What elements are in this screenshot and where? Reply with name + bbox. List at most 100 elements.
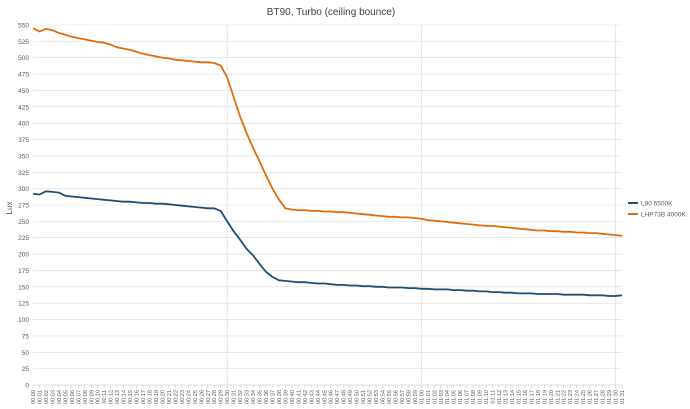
y-tick-label: 250: [18, 219, 29, 226]
y-tick-label: 175: [18, 268, 29, 275]
x-tick-label: 01:02: [432, 390, 438, 404]
x-tick-label: 00:02: [44, 390, 50, 404]
x-tick-label: 01:15: [516, 390, 522, 404]
y-tick-label: 525: [18, 39, 29, 46]
y-axis-label: Lux: [5, 202, 14, 215]
y-tick-label: 200: [18, 252, 29, 259]
y-tick-label: 425: [18, 104, 29, 111]
x-tick-label: 00:28: [212, 390, 218, 404]
x-tick-label: 01:21: [555, 390, 561, 404]
x-tick-label: 01:06: [458, 390, 464, 404]
x-tick-label: 00:55: [387, 390, 393, 404]
y-tick-label: 300: [18, 186, 29, 193]
x-tick-label: 01:11: [491, 390, 497, 404]
x-tick-label: 01:28: [601, 390, 607, 404]
x-tick-label: 00:29: [219, 390, 225, 404]
y-tick-label: 350: [18, 153, 29, 160]
x-tick-label: 00:48: [342, 390, 348, 404]
x-axis-ticks: 00:00 00:01 00:02 00:03 00:04 00:05 00:06 00:07…: [31, 385, 626, 404]
y-tick-label: 400: [18, 121, 29, 128]
x-tick-label: 00:53: [374, 390, 380, 404]
x-tick-label: 01:09: [478, 390, 484, 404]
x-tick-label: 01:03: [439, 390, 445, 404]
x-tick-label: 01:16: [523, 390, 529, 404]
x-tick-label: 00:42: [303, 390, 309, 404]
x-tick-label: 00:46: [329, 390, 335, 404]
series-line-2: [32, 27, 623, 237]
y-tick-label: 0: [25, 383, 29, 390]
gridlines: [33, 24, 622, 386]
chart-title: BT90, Turbo (ceiling bounce): [267, 7, 395, 18]
y-tick-label: 150: [18, 284, 29, 291]
x-tick-label: 00:13: [115, 390, 121, 404]
x-tick-label: 00:04: [57, 390, 63, 404]
x-tick-label: 01:00: [419, 390, 425, 404]
y-tick-label: 550: [18, 23, 29, 30]
y-tick-label: 100: [18, 317, 29, 324]
x-tick-label: 00:37: [270, 390, 276, 404]
x-tick-label: 01:10: [484, 390, 490, 404]
y-tick-label: 500: [18, 55, 29, 62]
x-tick-label: 00:51: [361, 390, 367, 404]
x-tick-label: 00:03: [50, 390, 56, 404]
y-tick-label: 475: [18, 72, 29, 79]
x-tick-label: 01:07: [465, 390, 471, 404]
x-tick-label: 00:44: [316, 390, 322, 404]
x-tick-label: 01:04: [445, 390, 451, 404]
x-tick-label: 00:36: [264, 390, 270, 404]
x-tick-label: 01:18: [536, 390, 542, 404]
x-tick-label: 01:20: [549, 390, 555, 404]
x-tick-label: 01:27: [594, 390, 600, 404]
x-tick-label: 01:17: [529, 390, 535, 404]
y-tick-label: 75: [22, 333, 30, 340]
x-tick-label: 01:08: [471, 390, 477, 404]
x-tick-label: 00:00: [31, 390, 37, 404]
x-tick-label: 01:24: [575, 390, 581, 404]
x-tick-label: 00:05: [63, 390, 69, 404]
x-tick-label: 00:12: [109, 390, 115, 404]
x-tick-label: 00:07: [76, 390, 82, 404]
legend-label: L90 6500K: [641, 201, 673, 208]
x-tick-label: 00:19: [154, 390, 160, 404]
x-tick-label: 00:34: [251, 390, 257, 404]
x-tick-label: 01:14: [510, 390, 516, 404]
x-tick-label: 00:22: [173, 390, 179, 404]
x-tick-label: 01:26: [588, 390, 594, 404]
x-tick-label: 00:23: [180, 390, 186, 404]
x-tick-label: 01:31: [620, 390, 626, 404]
x-tick-label: 01:22: [562, 390, 568, 404]
x-tick-label: 00:06: [70, 390, 76, 404]
x-tick-label: 00:59: [413, 390, 419, 404]
x-tick-label: 00:47: [335, 390, 341, 404]
y-tick-label: 375: [18, 137, 29, 144]
x-tick-label: 01:30: [614, 390, 620, 404]
x-tick-label: 00:25: [193, 390, 199, 404]
x-tick-label: 00:09: [89, 390, 95, 404]
x-tick-label: 00:27: [206, 390, 212, 404]
x-tick-label: 00:38: [277, 390, 283, 404]
series-line-1: [32, 190, 623, 297]
x-tick-label: 00:01: [37, 390, 43, 404]
x-tick-label: 00:10: [96, 390, 102, 404]
x-tick-label: 00:58: [406, 390, 412, 404]
y-tick-label: 50: [22, 350, 30, 357]
y-tick-label: 325: [18, 170, 29, 177]
x-tick-label: 01:05: [452, 390, 458, 404]
x-tick-label: 00:18: [148, 390, 154, 404]
x-tick-label: 00:14: [122, 390, 128, 404]
x-tick-label: 00:20: [160, 390, 166, 404]
x-tick-label: 00:52: [368, 390, 374, 404]
x-tick-label: 01:19: [542, 390, 548, 404]
x-tick-label: 00:24: [186, 390, 192, 404]
legend-label: LHP73B 4000K: [641, 212, 686, 219]
x-tick-label: 00:39: [283, 390, 289, 404]
x-tick-label: 00:32: [238, 390, 244, 404]
y-tick-label: 125: [18, 301, 29, 308]
x-tick-label: 00:57: [400, 390, 406, 404]
x-tick-label: 00:45: [322, 390, 328, 404]
legend: L90 6500K LHP73B 4000K: [628, 201, 686, 219]
x-tick-label: 00:33: [245, 390, 251, 404]
x-tick-label: 00:26: [199, 390, 205, 404]
